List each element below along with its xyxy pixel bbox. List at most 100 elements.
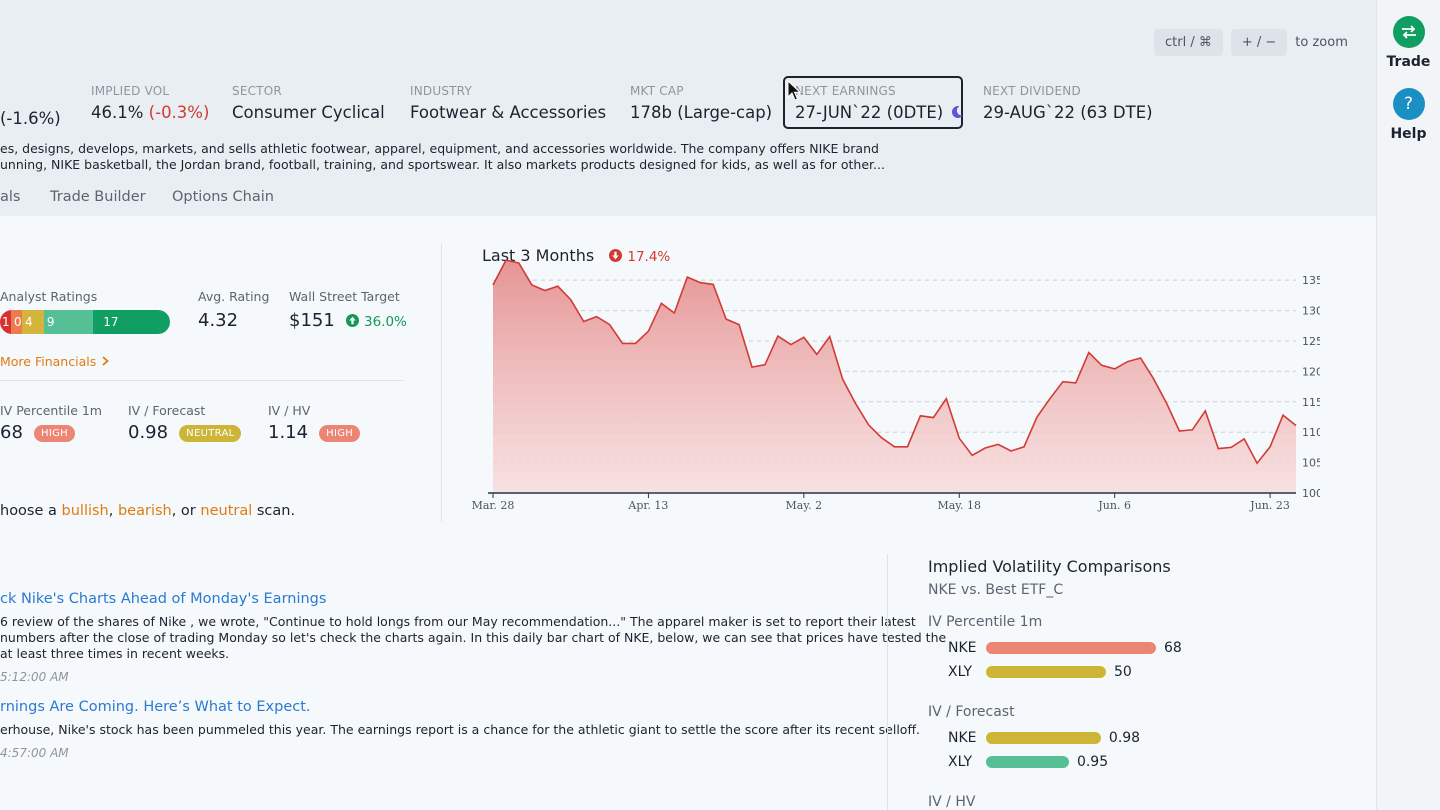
iv-hv-label: IV / HV: [268, 403, 311, 418]
more-financials-label: More Financials: [0, 354, 97, 369]
x-tick-label: Jun. 23: [1249, 499, 1290, 512]
y-tick-label: 110: [1302, 426, 1320, 439]
iv-group-label: IV / Forecast: [928, 704, 1015, 720]
stat-value: 29-AUG`22 (63 DTE): [983, 103, 1153, 122]
chart-change: 17.4%: [627, 249, 671, 265]
avg-rating-value: 4.32: [198, 310, 239, 331]
news-summary: 6 review of the shares of Nike , we wrot…: [0, 614, 946, 662]
question-mark-icon: ?: [1392, 88, 1425, 120]
news-line: 6 review of the shares of Nike , we wrot…: [0, 614, 916, 629]
neutral-scan-link[interactable]: neutral: [200, 503, 253, 519]
iv-ticker: XLY: [948, 664, 973, 680]
stat-value: 27-JUN`22 (0DTE): [795, 103, 964, 122]
more-financials-link[interactable]: More Financials: [0, 354, 110, 369]
iv-bar-row: NKE 68: [928, 640, 1182, 656]
x-tick-label: Apr. 13: [627, 499, 668, 512]
iv-hv-value: 1.14: [268, 422, 309, 443]
iv-comparison-subtitle: NKE vs. Best ETF_C: [928, 582, 1064, 598]
bearish-scan-link[interactable]: bearish: [117, 503, 172, 519]
trade-label: Trade: [1386, 54, 1431, 70]
stat-value: 178b (Large-cap): [630, 103, 773, 122]
stat-next-dividend: NEXT DIVIDEND 29-AUG`22 (63 DTE): [983, 84, 1153, 122]
iv-bar-value: 68: [1164, 640, 1182, 656]
iv-bar-row: XLY 50: [928, 664, 1132, 680]
stat-label: MKT CAP: [630, 84, 684, 98]
x-tick-label: Jun. 6: [1097, 499, 1131, 512]
help-label: Help: [1390, 126, 1427, 142]
next-earnings-box[interactable]: [783, 76, 963, 129]
swap-arrows-icon: [1392, 16, 1425, 48]
iv-bar-row: NKE 0.98: [928, 730, 1140, 746]
right-sidebar: Trade ? Help: [1376, 0, 1440, 810]
bullish-scan-link[interactable]: bullish: [61, 503, 109, 519]
iv-forecast-label: IV / Forecast: [128, 403, 206, 418]
implied-vol-value: 46.1%: [91, 103, 144, 122]
news-line: at least three times in recent weeks.: [0, 646, 230, 661]
iv-ticker: XLY: [948, 754, 973, 770]
scan-suffix: scan.: [252, 503, 296, 519]
avg-rating-label: Avg. Rating: [198, 289, 270, 304]
iv-bar: [986, 666, 1107, 678]
rating-segment: 4: [22, 310, 44, 334]
tab-financials[interactable]: als: [0, 189, 21, 205]
iv-comparison-title: Implied Volatility Comparisons: [928, 557, 1171, 576]
iv-bar-value: 0.95: [1076, 754, 1109, 770]
implied-vol-change: (-0.3%): [148, 103, 210, 122]
y-tick-label: 115: [1302, 396, 1320, 409]
description-line: es, designs, develops, markets, and sell…: [0, 141, 879, 156]
header-band: [0, 0, 1376, 216]
news-line: erhouse, Nike's stock has been pummeled …: [0, 722, 921, 737]
iv-percentile-value: 68: [0, 422, 23, 443]
iv-group-label: IV / HV: [928, 794, 976, 810]
wall-street-target-change: 36.0%: [364, 314, 407, 330]
price-change: (-1.6%): [0, 104, 61, 128]
arrow-down-circle-icon: [609, 249, 623, 262]
price-chart: 100 105 110 115 120 125 130 135 Mar. 28 Apr. 13 Ma…: [472, 260, 1320, 512]
iv-bar-value: 0.98: [1108, 730, 1141, 746]
rating-segment: 9: [43, 310, 94, 334]
iv-ticker: NKE: [948, 640, 977, 656]
iv-bar: [986, 756, 1069, 768]
iv-forecast-badge: NEUTRAL: [179, 425, 242, 442]
y-tick-label: 120: [1302, 365, 1320, 378]
company-description: es, designs, develops, markets, and sell…: [0, 141, 885, 173]
y-tick-label: 130: [1302, 305, 1320, 318]
news-time: 4:57:00 AM: [0, 746, 69, 760]
scan-prefix: hoose a: [0, 503, 62, 519]
arrow-up-circle-icon: [345, 314, 359, 327]
price-area: [493, 260, 1296, 493]
iv-hv-badge: HIGH: [319, 425, 361, 442]
news-summary: erhouse, Nike's stock has been pummeled …: [0, 722, 920, 738]
stat-mkt-cap: MKT CAP 178b (Large-cap): [630, 84, 772, 122]
stat-industry: INDUSTRY Footwear & Accessories: [410, 84, 606, 122]
x-tick-label: May. 18: [937, 499, 981, 512]
iv-forecast: 0.98 NEUTRAL: [128, 422, 242, 443]
news-time: 5:12:00 AM: [0, 670, 69, 684]
next-earnings-value: 27-JUN`22 (0DTE): [795, 103, 944, 122]
stat-label: SECTOR: [232, 84, 282, 98]
iv-bar: [986, 732, 1101, 744]
analyst-ratings-bar: 1 0 4 9 17: [0, 310, 170, 334]
iv-bar: [986, 642, 1156, 654]
help-button[interactable]: ? Help: [1377, 88, 1440, 142]
x-tick-label: Mar. 28: [472, 499, 515, 512]
y-tick-label: 135: [1302, 274, 1320, 287]
zoom-hint: ctrl / ⌘ + / − to zoom: [1154, 29, 1348, 56]
zoom-key-ctrl: ctrl / ⌘: [1154, 29, 1223, 56]
trade-button[interactable]: Trade: [1377, 16, 1440, 70]
rating-segment: 1: [0, 310, 11, 334]
iv-percentile: 68 HIGH: [0, 422, 75, 443]
divider: [887, 554, 888, 810]
news-title-link[interactable]: rnings Are Coming. Here’s What to Expect…: [0, 699, 311, 715]
stat-sector: SECTOR Consumer Cyclical: [232, 84, 385, 122]
y-tick-label: 125: [1302, 335, 1320, 348]
stat-next-earnings[interactable]: NEXT EARNINGS 27-JUN`22 (0DTE): [795, 84, 964, 122]
moon-icon: [952, 105, 964, 118]
tab-trade-builder[interactable]: Trade Builder: [50, 189, 146, 205]
description-line: unning, NIKE basketball, the Jordan bran…: [0, 157, 885, 172]
stat-value: Footwear & Accessories: [410, 103, 607, 122]
y-tick-label: 100: [1302, 487, 1320, 500]
zoom-hint-text: to zoom: [1295, 35, 1348, 50]
tab-options-chain[interactable]: Options Chain: [172, 189, 274, 205]
news-title-link[interactable]: ck Nike's Charts Ahead of Monday's Earni…: [0, 591, 327, 607]
